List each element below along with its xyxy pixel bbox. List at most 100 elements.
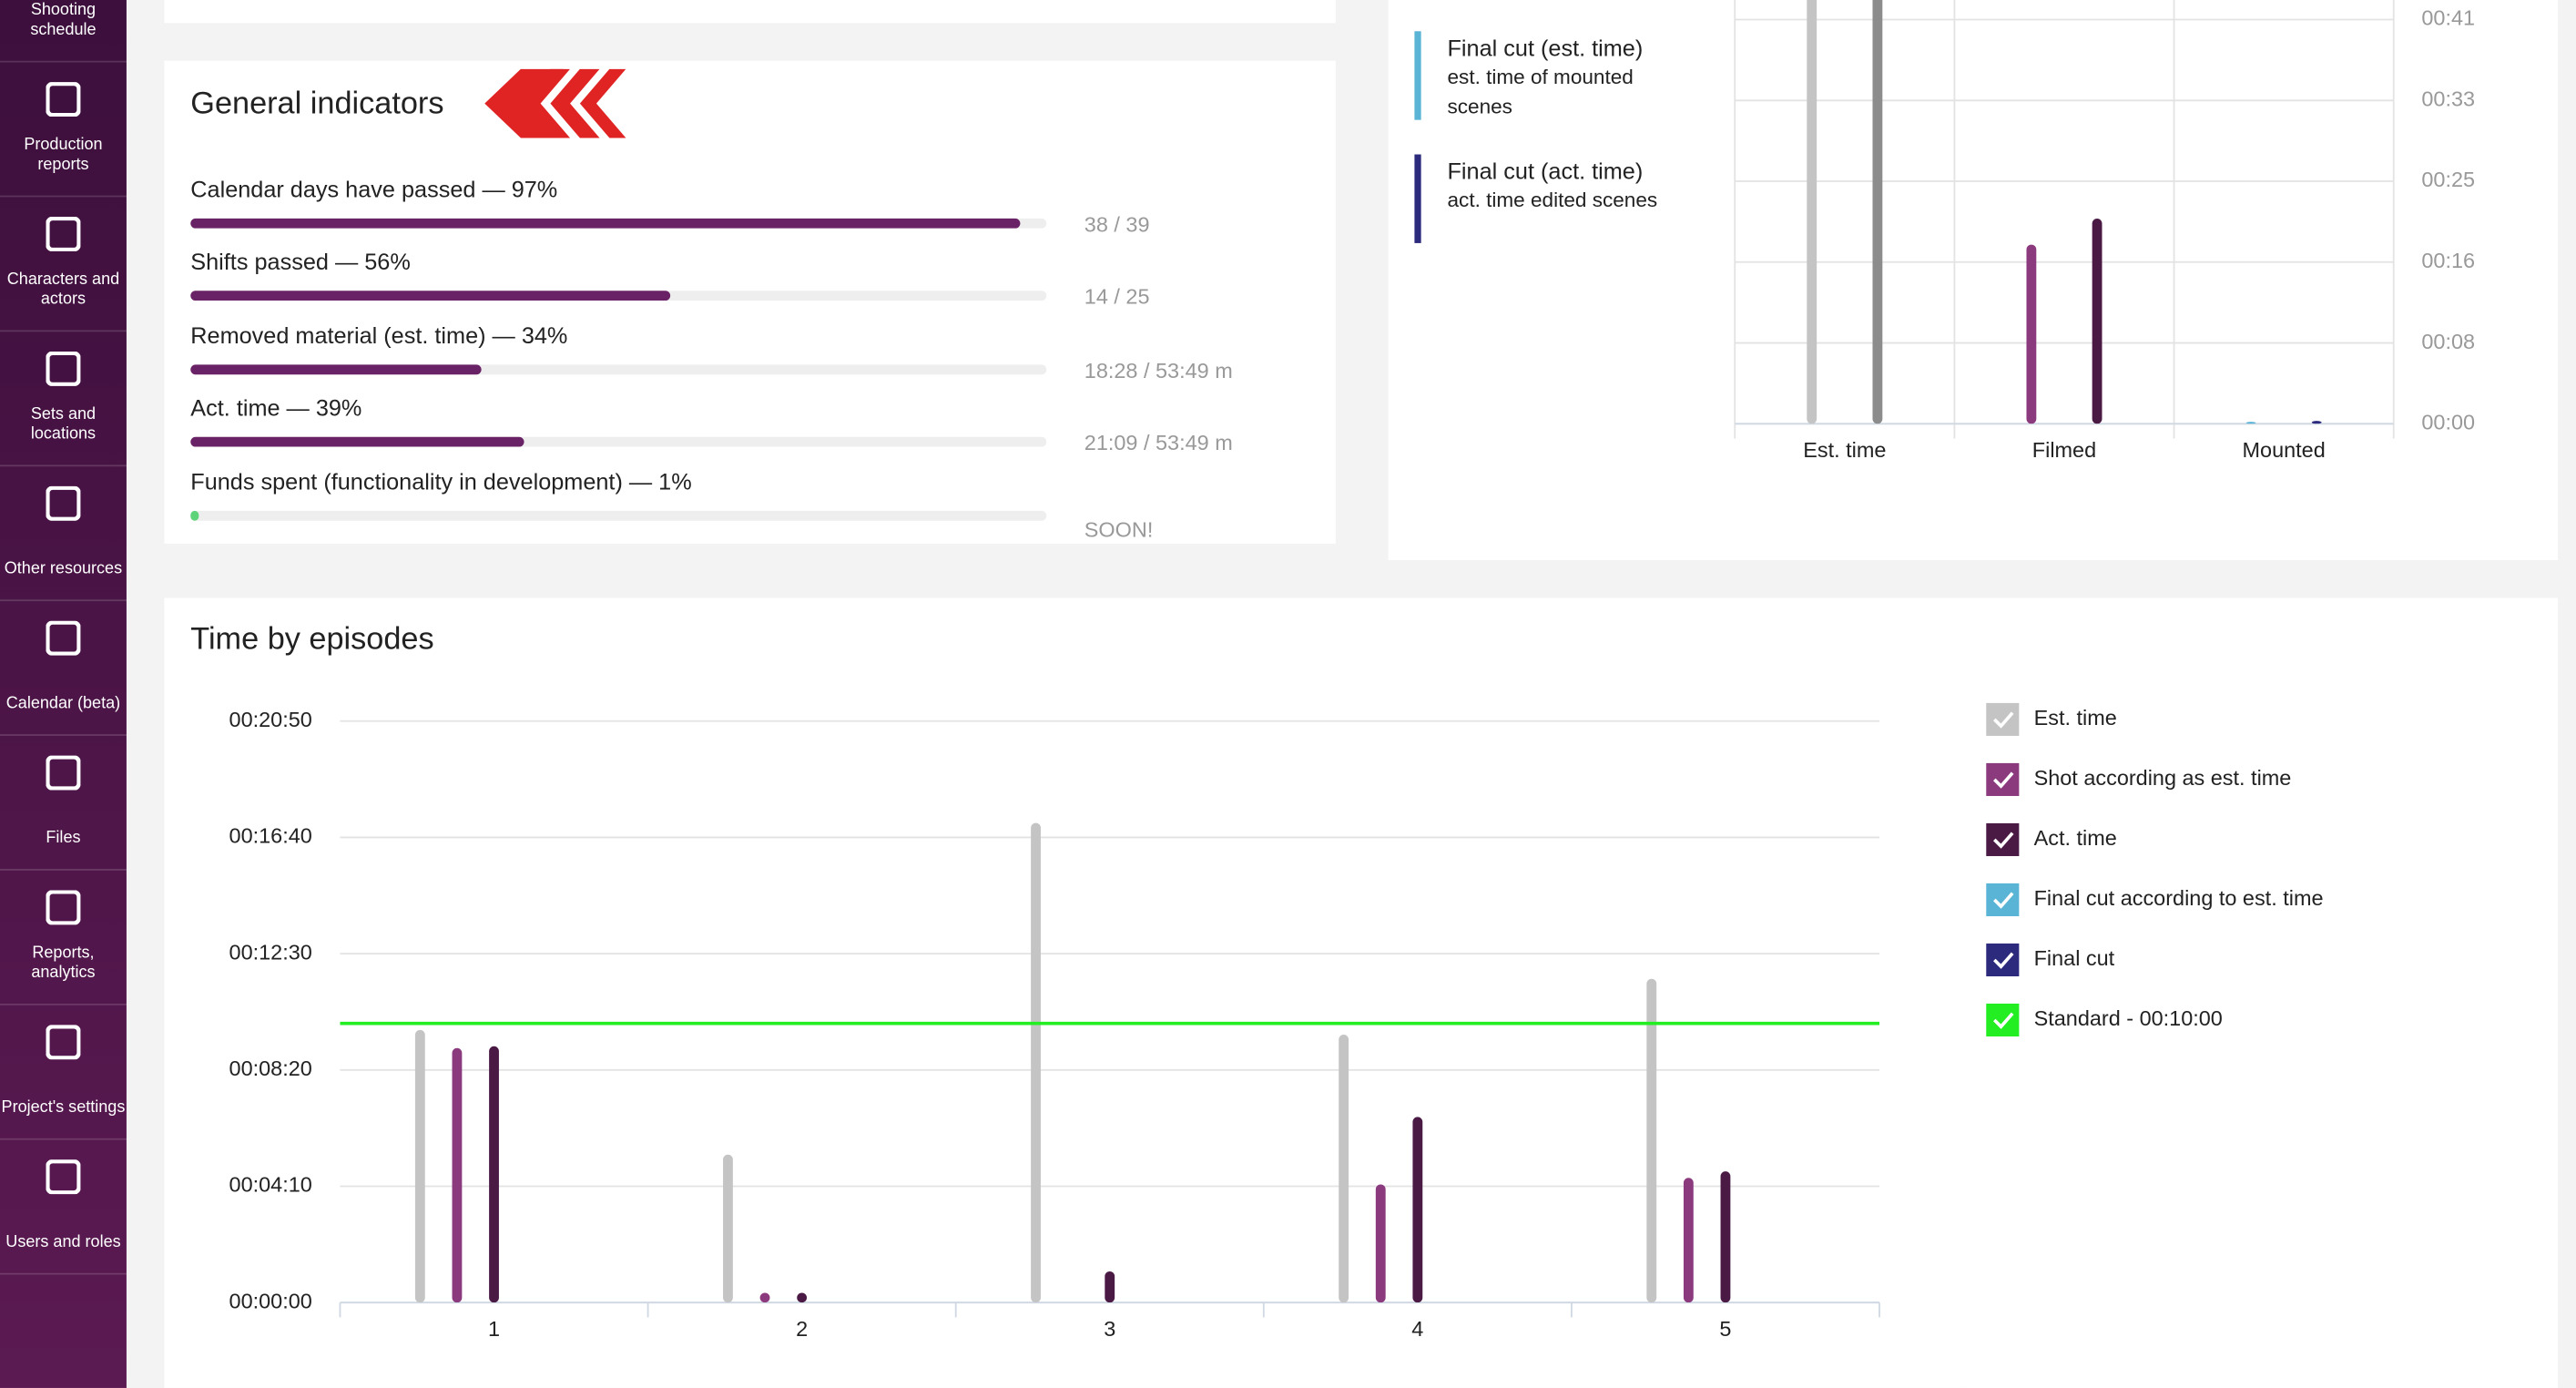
y-tick-label: 00:25: [2421, 168, 2475, 191]
x-tick-label: 1: [488, 1317, 500, 1341]
legend-checkbox[interactable]: [1986, 883, 2020, 916]
indicator-count: 38 / 39: [1084, 211, 1150, 237]
indicator-count: 14 / 25: [1084, 284, 1150, 310]
icon-shape: [46, 620, 81, 656]
legend-swatch: [1414, 31, 1421, 120]
indicator-count: 18:28 / 53:49 m: [1084, 357, 1233, 383]
icon-shape: [46, 755, 81, 791]
legend-checkbox[interactable]: [1986, 943, 2020, 977]
legend-checkbox[interactable]: [1986, 822, 2020, 856]
bar: [1872, 0, 1883, 424]
bar: [1375, 1184, 1386, 1303]
nav-label: Sets and locations: [30, 405, 97, 444]
y-tick-label: 00:20:50: [229, 708, 312, 731]
nav-item[interactable]: Characters and actors: [0, 196, 127, 332]
legend-checkbox[interactable]: [1986, 762, 2020, 796]
indicator-label: Shifts passed — 56%: [190, 249, 411, 275]
nav-item[interactable]: Shooting schedule: [0, 0, 127, 63]
episodes-chart: Time by episodes 00:00:00 00:04:10 00:08:2…: [190, 621, 2324, 1341]
nav-item[interactable]: Users and roles: [0, 1138, 127, 1275]
indicator-track: [190, 364, 1047, 374]
legend-check: [1993, 1012, 2014, 1029]
indicator-count: 21:09 / 53:49 m: [1084, 430, 1233, 455]
y-tick-label: 00:41: [2421, 6, 2475, 30]
legend-checkbox[interactable]: [1986, 1003, 2020, 1037]
nav-icon: [46, 485, 81, 521]
icon-shape: [46, 82, 81, 117]
indicator-bar: [190, 291, 670, 301]
nav-icon: [46, 890, 81, 925]
nav-label: Other resources: [4, 559, 123, 578]
nav-label: Reports, analytics: [31, 944, 96, 983]
legend-label: Final cut according to est. time: [2034, 886, 2324, 910]
nav-icon: [46, 217, 81, 251]
nav-item[interactable]: Other resources: [0, 464, 127, 602]
nav-item[interactable]: Files: [0, 734, 127, 871]
y-tick-label: 00:33: [2421, 87, 2475, 110]
nav-label: Project's settings: [1, 1098, 126, 1118]
bar: [1339, 1034, 1349, 1303]
nav-icon: [46, 755, 81, 791]
x-tick-label: 3: [1104, 1317, 1115, 1341]
indicator-label: Removed material (est. time) — 34%: [190, 321, 568, 348]
nav-item[interactable]: Production reports: [0, 61, 127, 198]
bar: [1031, 822, 1041, 1303]
nav-item[interactable]: Project's settings: [0, 1004, 127, 1140]
bar: [452, 1047, 463, 1303]
chevrons: [484, 68, 626, 138]
x-tick-label: Mounted: [2243, 438, 2326, 462]
y-tick-label: 00:00:00: [229, 1289, 312, 1312]
y-tick-label: 00:12:30: [229, 940, 312, 964]
legend-check: [1993, 711, 2014, 729]
nav-item[interactable]: Calendar (beta): [0, 599, 127, 736]
bar: [2311, 421, 2322, 424]
nav-item[interactable]: Reports, analytics: [0, 869, 127, 1005]
indicator-bar: [190, 218, 1022, 229]
nav-label: Shooting schedule: [30, 1, 97, 40]
sidebar: Shooting schedule Production reports Chara…: [0, 0, 127, 1388]
y-tick-label: 00:16:40: [229, 824, 312, 848]
nav-icon: [46, 1159, 81, 1195]
y-tick-label: 00:08: [2421, 330, 2475, 353]
legend-label: Standard - 00:10:00: [2034, 1006, 2223, 1030]
y-tick-label: 00:04:10: [229, 1173, 312, 1197]
bar: [1720, 1171, 1731, 1303]
legend-label: Act. time: [2034, 826, 2117, 850]
card: [164, 0, 1336, 24]
chart-title: Time by episodes: [190, 621, 433, 656]
bar: [489, 1046, 499, 1303]
bar: [2245, 422, 2256, 424]
bar: [759, 1292, 770, 1303]
summary-card: Final cut (est. time) est. time of mounte…: [1388, 0, 2559, 560]
general-indicators: General indicators Calendar days have pa…: [164, 60, 1336, 544]
legend-checkbox[interactable]: [1986, 702, 2020, 736]
indicator-label: Funds spent (functionality in developmen…: [190, 467, 692, 495]
legend-description: est. time of mounted scenes: [1447, 66, 1634, 117]
bar: [1105, 1271, 1115, 1303]
indicator-track: [190, 437, 1047, 447]
icon-shape: [46, 217, 81, 251]
bar: [1807, 0, 1817, 424]
nav-label: Production reports: [24, 136, 103, 175]
bar: [1412, 1117, 1423, 1303]
nav-icon: [46, 620, 81, 656]
summary-chart: 00:00 00:08 00:16 00:25 00:33 00:41 Est. time F…: [1734, 0, 2475, 462]
icon-shape: [46, 485, 81, 521]
x-tick-label: 4: [1411, 1317, 1423, 1341]
legend-check: [1993, 832, 2014, 849]
legend-name: Final cut (act. time): [1447, 158, 1644, 184]
legend-check: [1993, 952, 2014, 969]
nav-item[interactable]: Sets and locations: [0, 331, 127, 467]
indicator-label: Calendar days have passed — 97%: [190, 175, 558, 202]
indicator-bar: [190, 437, 524, 447]
bar: [797, 1292, 808, 1303]
nav-label: Users and roles: [5, 1233, 121, 1252]
card-title: General indicators: [190, 87, 444, 122]
x-tick-label: 5: [1719, 1317, 1731, 1341]
indicator-track: [190, 510, 1047, 520]
x-tick-label: 2: [796, 1317, 808, 1341]
bar: [1646, 978, 1657, 1303]
legend-label: Shot according as est. time: [2034, 766, 2292, 790]
nav-label: Characters and actors: [6, 270, 120, 310]
